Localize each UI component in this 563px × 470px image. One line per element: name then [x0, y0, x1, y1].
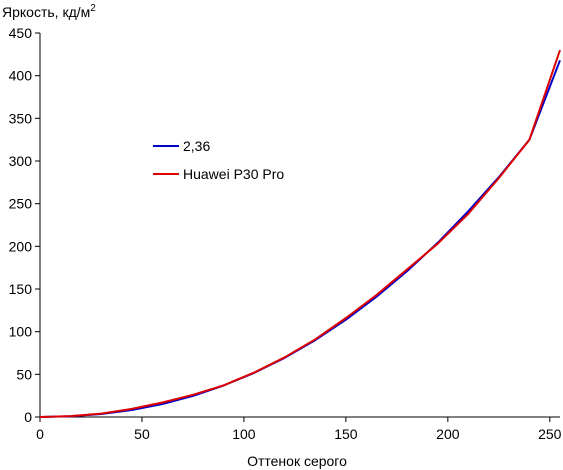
series-layer — [39, 49, 561, 418]
x-axis: 0 50 100 150 200 250 — [36, 416, 562, 442]
series-line-2 — [39, 49, 561, 418]
y-tick-label: 250 — [9, 196, 33, 212]
y-axis: 0 50 100 150 200 250 300 350 400 450 — [9, 25, 41, 425]
legend-label: Huawei P30 Pro — [183, 166, 284, 182]
series-line-1 — [39, 59, 561, 418]
y-tick-label: 350 — [9, 110, 33, 126]
y-tick-label: 50 — [16, 366, 32, 382]
x-tick-label: 250 — [538, 426, 562, 442]
x-tick-label: 100 — [232, 426, 256, 442]
x-tick-label: 50 — [134, 426, 150, 442]
y-tick-label: 200 — [9, 238, 33, 254]
x-tick-label: 0 — [36, 426, 44, 442]
y-tick-label: 400 — [9, 68, 33, 84]
y-tick-label: 150 — [9, 281, 33, 297]
x-tick-label: 200 — [436, 426, 460, 442]
x-axis-title: Оттенок серого — [247, 453, 347, 469]
y-tick-label: 300 — [9, 153, 33, 169]
y-tick-label: 100 — [9, 324, 33, 340]
legend-label: 2,36 — [183, 138, 210, 154]
legend: 2,36 Huawei P30 Pro — [153, 138, 284, 182]
y-tick-label: 450 — [9, 25, 33, 41]
x-tick-label: 150 — [334, 426, 358, 442]
y-tick-label: 0 — [24, 409, 32, 425]
y-axis-title: Яркость, кд/м2 — [2, 3, 96, 20]
